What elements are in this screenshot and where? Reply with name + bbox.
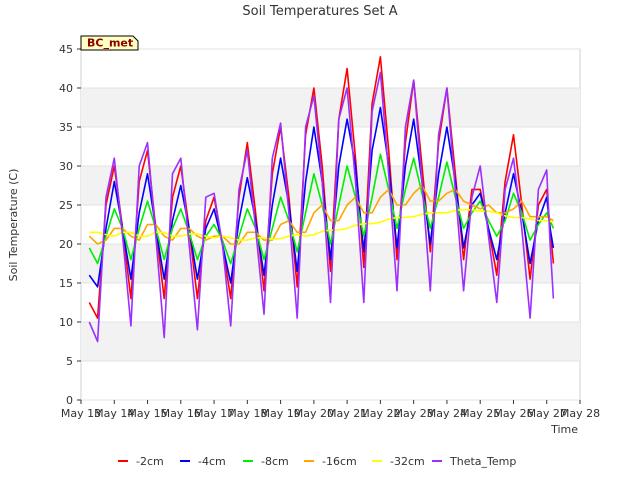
x-tick-label: May 16 <box>161 407 201 420</box>
legend-label: -16cm <box>322 455 357 468</box>
grid-band <box>81 88 580 127</box>
x-tick-label: May 20 <box>294 407 334 420</box>
y-tick-label: 35 <box>59 121 73 134</box>
legend-label: -4cm <box>198 455 226 468</box>
legend-label: -2cm <box>136 455 164 468</box>
legend-item: -8cm <box>243 455 289 468</box>
series-line-theta-temp <box>88 71 555 343</box>
x-tick-label: May 23 <box>394 407 434 420</box>
chart-title: Soil Temperatures Set A <box>242 4 397 19</box>
series-lines <box>88 56 555 343</box>
legend-label: Theta_Temp <box>449 455 516 468</box>
legend-item: -16cm <box>304 455 357 468</box>
y-tick-label: 45 <box>59 43 73 56</box>
y-tick-label: 20 <box>59 238 73 251</box>
grid-band <box>81 166 580 205</box>
y-tick-label: 0 <box>66 394 73 407</box>
legend-item: -32cm <box>372 455 425 468</box>
y-axis-ticks: 0 5 10 15 20 25 30 35 40 45 <box>59 43 81 407</box>
x-tick-label: May 21 <box>327 407 367 420</box>
y-tick-label: 40 <box>59 82 73 95</box>
x-tick-label: May 13 <box>61 407 101 420</box>
y-tick-label: 5 <box>66 355 73 368</box>
x-tick-label: May 17 <box>194 407 234 420</box>
y-tick-label: 30 <box>59 160 73 173</box>
legend-item: -4cm <box>180 455 226 468</box>
y-tick-label: 10 <box>59 316 73 329</box>
x-tick-label: May 22 <box>360 407 400 420</box>
legend-label: -32cm <box>390 455 425 468</box>
annotation-label: BC_met <box>87 37 133 50</box>
legend-item: Theta_Temp <box>432 455 516 468</box>
x-tick-label: May 28 <box>560 407 600 420</box>
legend: -2cm -4cm -8cm -16cm -32cm Theta_Temp <box>118 455 516 468</box>
y-tick-label: 25 <box>59 199 73 212</box>
legend-item: -2cm <box>118 455 164 468</box>
grid-lines <box>81 48 580 401</box>
x-tick-label: May 18 <box>227 407 267 420</box>
x-tick-label: May 14 <box>94 407 134 420</box>
grid-band <box>81 322 580 361</box>
x-tick-label: May 15 <box>127 407 167 420</box>
y-tick-label: 15 <box>59 277 73 290</box>
y-axis-label: Soil Temperature (C) <box>7 169 20 282</box>
x-tick-label: May 27 <box>527 407 567 420</box>
x-axis-label: Time <box>550 423 578 436</box>
x-tick-label: May 25 <box>460 407 500 420</box>
legend-label: -8cm <box>261 455 289 468</box>
series-line-32cm <box>89 208 554 241</box>
x-tick-label: May 26 <box>493 407 533 420</box>
series-line-16cm <box>88 184 554 245</box>
x-tick-label: May 19 <box>260 407 300 420</box>
annotation-box: BC_met <box>80 35 139 51</box>
x-tick-label: May 24 <box>427 407 467 420</box>
